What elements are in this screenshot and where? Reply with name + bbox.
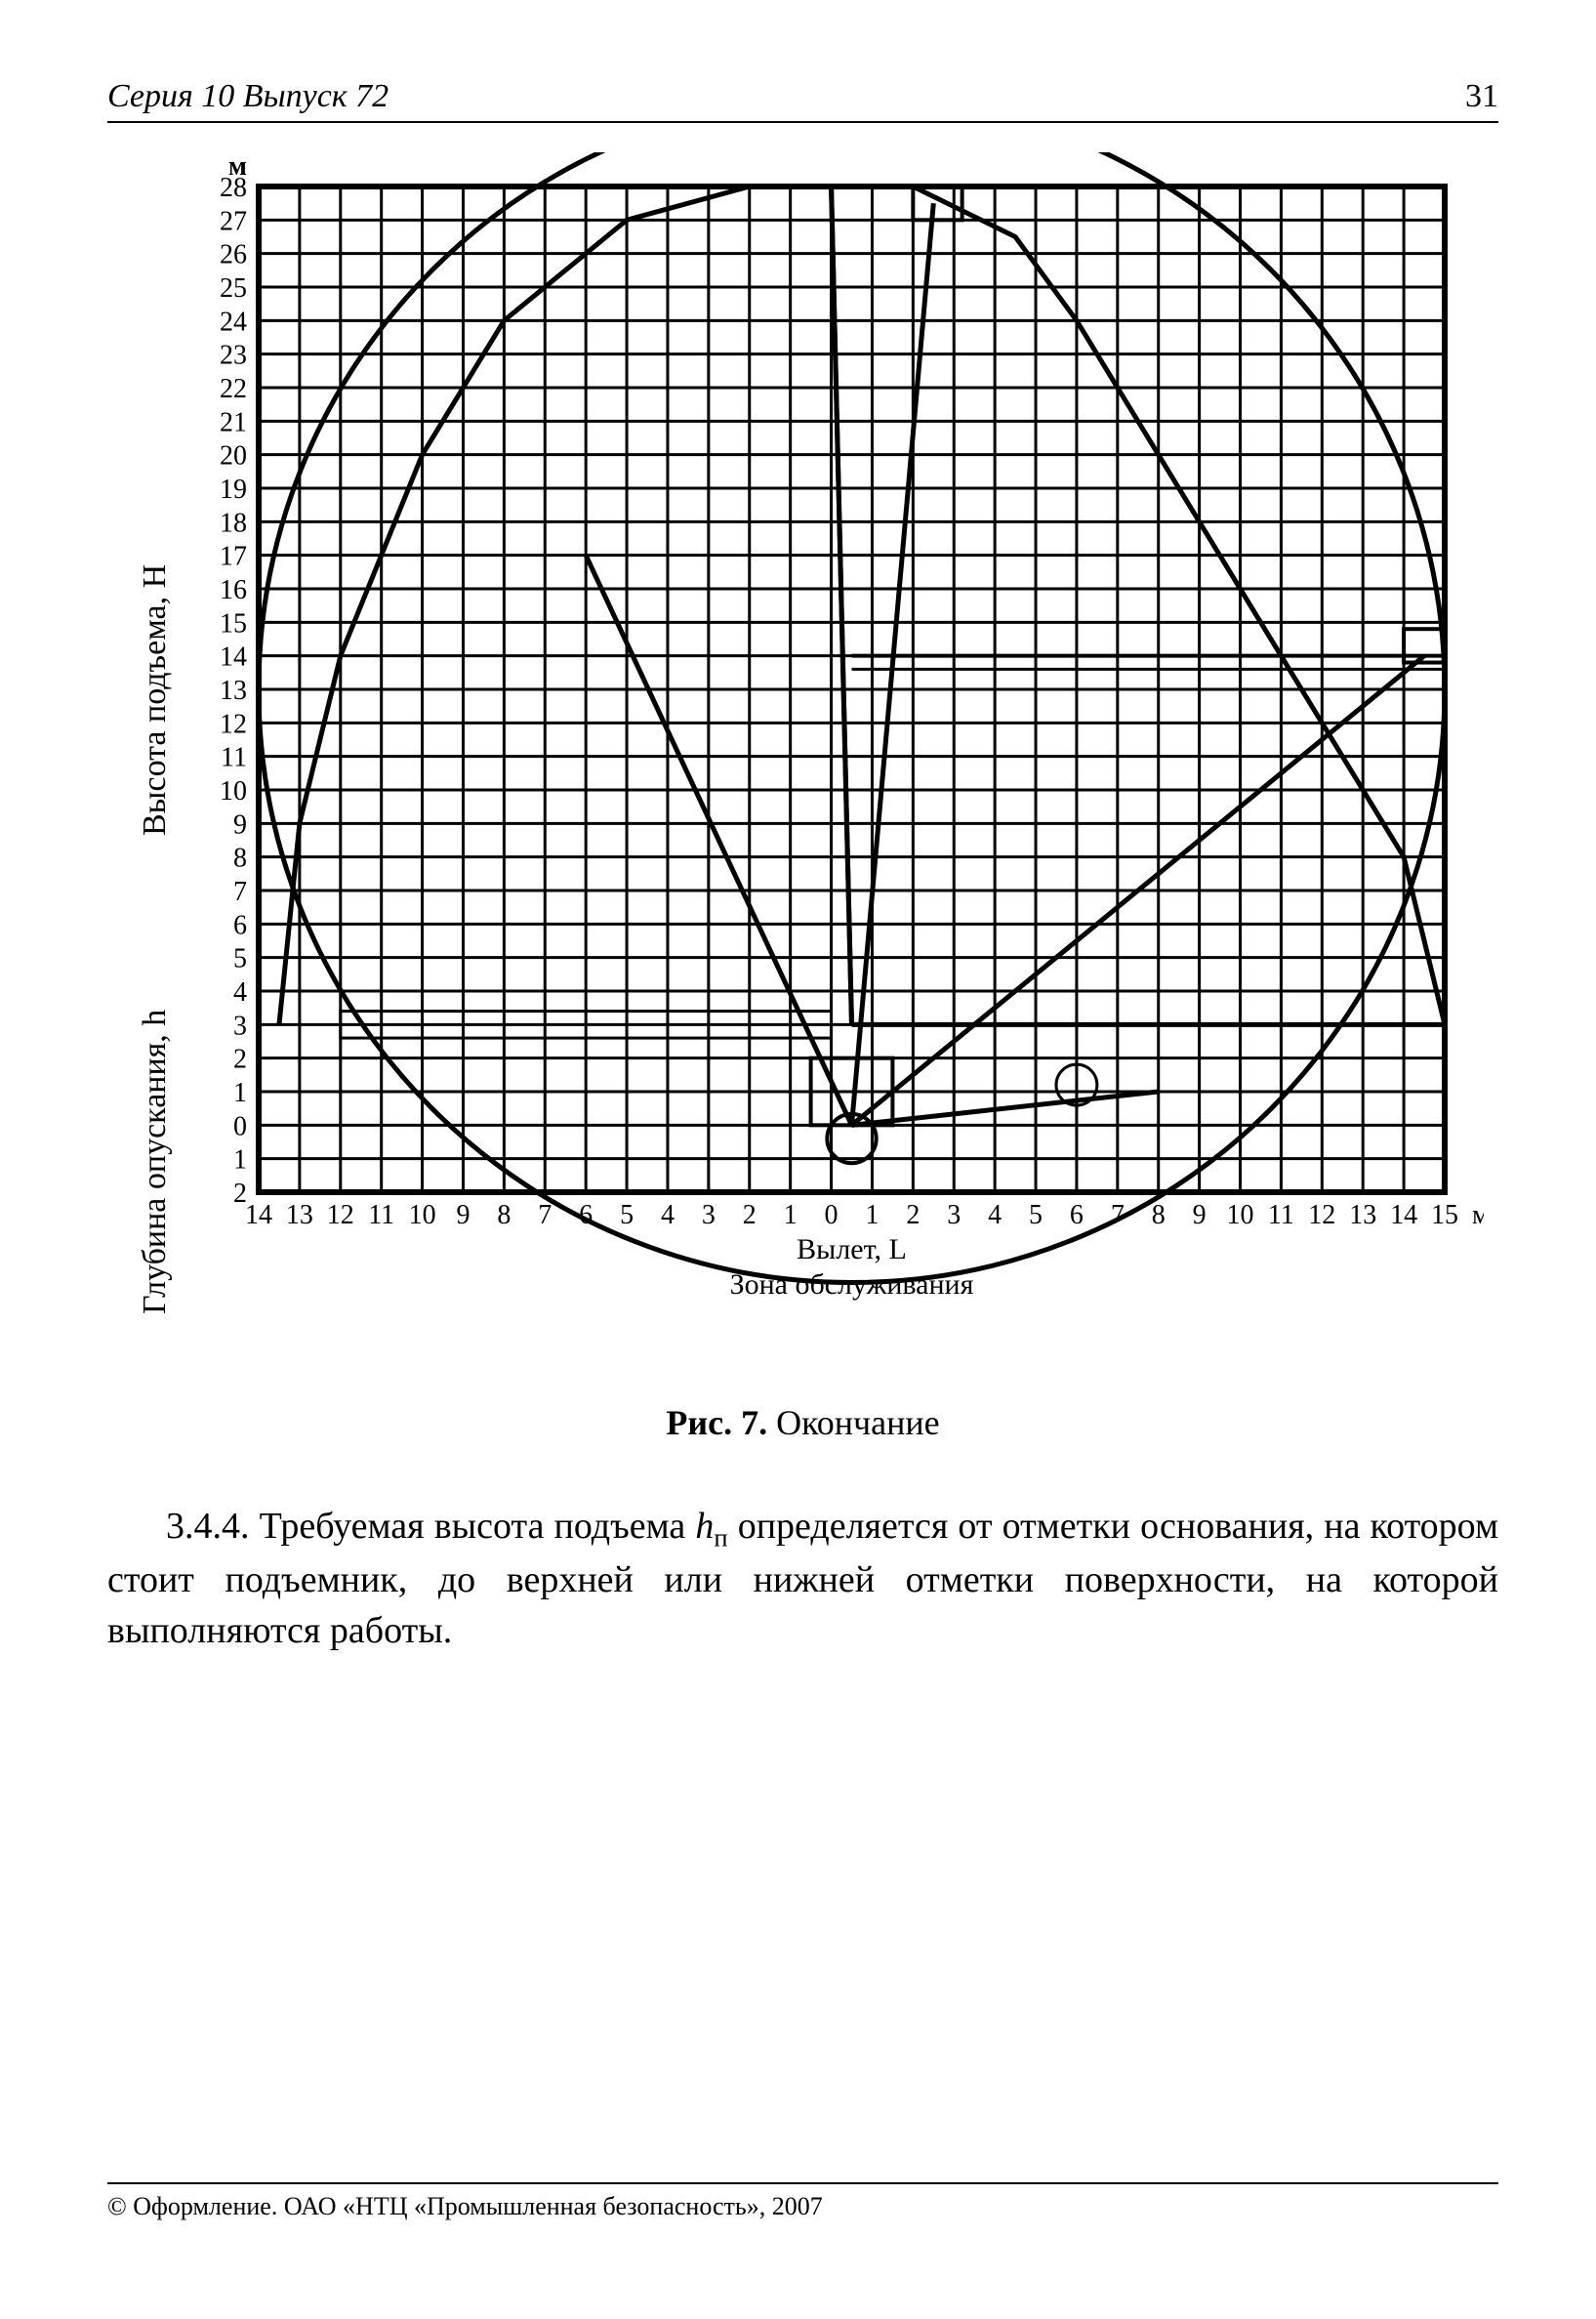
svg-text:17: 17 — [220, 542, 247, 572]
svg-text:13: 13 — [1349, 1200, 1376, 1230]
svg-text:0: 0 — [825, 1200, 839, 1230]
series-label: Серия 10 Выпуск 72 — [107, 78, 389, 115]
svg-text:27: 27 — [220, 206, 247, 236]
svg-text:1: 1 — [865, 1200, 879, 1230]
svg-text:7: 7 — [538, 1200, 552, 1230]
svg-text:2: 2 — [743, 1200, 757, 1230]
svg-text:4: 4 — [988, 1200, 1002, 1230]
svg-text:21: 21 — [220, 407, 247, 437]
svg-text:16: 16 — [220, 575, 247, 605]
svg-text:26: 26 — [220, 240, 247, 270]
svg-text:14: 14 — [220, 642, 247, 673]
svg-text:2: 2 — [233, 1045, 247, 1075]
svg-text:1: 1 — [784, 1200, 798, 1230]
svg-text:7: 7 — [233, 877, 247, 907]
footer-text: © Оформление. ОАО «НТЦ «Промышленная без… — [107, 2192, 823, 2220]
svg-text:8: 8 — [1152, 1200, 1166, 1230]
svg-text:10: 10 — [220, 776, 247, 807]
svg-text:9: 9 — [456, 1200, 470, 1230]
figure-caption-prefix: Рис. 7. — [666, 1403, 767, 1442]
svg-text:4: 4 — [233, 977, 247, 1008]
var-h-sub: п — [714, 1523, 727, 1553]
page-number: 31 — [1465, 78, 1498, 115]
svg-text:6: 6 — [1070, 1200, 1084, 1230]
svg-text:1: 1 — [233, 1078, 247, 1108]
section-number: 3.4.4. — [166, 1506, 250, 1547]
svg-text:23: 23 — [220, 341, 247, 371]
svg-text:12: 12 — [1308, 1200, 1335, 1230]
svg-text:9: 9 — [233, 809, 247, 840]
svg-text:11: 11 — [221, 743, 247, 773]
svg-text:18: 18 — [220, 508, 247, 538]
svg-text:19: 19 — [220, 475, 247, 505]
svg-text:5: 5 — [1029, 1200, 1043, 1230]
svg-text:10: 10 — [1227, 1200, 1254, 1230]
svg-text:8: 8 — [233, 844, 247, 874]
svg-text:12: 12 — [220, 709, 247, 739]
page-footer: © Оформление. ОАО «НТЦ «Промышленная без… — [107, 2182, 1498, 2221]
svg-text:м: м — [1472, 1200, 1484, 1230]
svg-text:24: 24 — [220, 307, 247, 337]
svg-text:13: 13 — [220, 676, 247, 706]
svg-text:11: 11 — [368, 1200, 394, 1230]
var-h: h — [695, 1506, 714, 1547]
svg-text:8: 8 — [497, 1200, 511, 1230]
svg-text:12: 12 — [327, 1200, 354, 1230]
figure-caption-text: Окончание — [776, 1403, 940, 1442]
svg-text:10: 10 — [409, 1200, 436, 1230]
service-zone-chart: Высота подъема, H Глубина опускания, h 2… — [117, 152, 1484, 1344]
svg-text:15: 15 — [1431, 1200, 1458, 1230]
svg-text:3: 3 — [233, 1011, 247, 1041]
svg-text:22: 22 — [220, 374, 247, 404]
svg-text:2: 2 — [906, 1200, 920, 1230]
svg-text:4: 4 — [661, 1200, 675, 1230]
svg-text:14: 14 — [1390, 1200, 1417, 1230]
svg-text:0: 0 — [233, 1111, 247, 1141]
svg-text:3: 3 — [702, 1200, 716, 1230]
para-before: Требуемая высота подъема — [260, 1506, 696, 1547]
svg-text:6: 6 — [233, 910, 247, 940]
svg-text:5: 5 — [620, 1200, 634, 1230]
figure-caption: Рис. 7. Окончание — [107, 1402, 1498, 1443]
svg-text:5: 5 — [233, 944, 247, 974]
svg-text:13: 13 — [286, 1200, 313, 1230]
svg-text:15: 15 — [220, 608, 247, 639]
svg-text:20: 20 — [220, 441, 247, 472]
chart-svg: 2827262524232221201918171615141312111098… — [117, 152, 1484, 1344]
svg-text:м: м — [228, 152, 247, 182]
svg-text:11: 11 — [1268, 1200, 1294, 1230]
svg-text:25: 25 — [220, 273, 247, 304]
svg-text:Вылет, L: Вылет, L — [797, 1233, 907, 1265]
page-header: Серия 10 Выпуск 72 31 — [107, 78, 1498, 123]
svg-text:14: 14 — [245, 1200, 272, 1230]
paragraph-3-4-4: 3.4.4. Требуемая высота подъема hп опред… — [107, 1502, 1498, 1656]
svg-text:3: 3 — [947, 1200, 961, 1230]
svg-text:1: 1 — [233, 1145, 247, 1176]
svg-text:9: 9 — [1193, 1200, 1207, 1230]
